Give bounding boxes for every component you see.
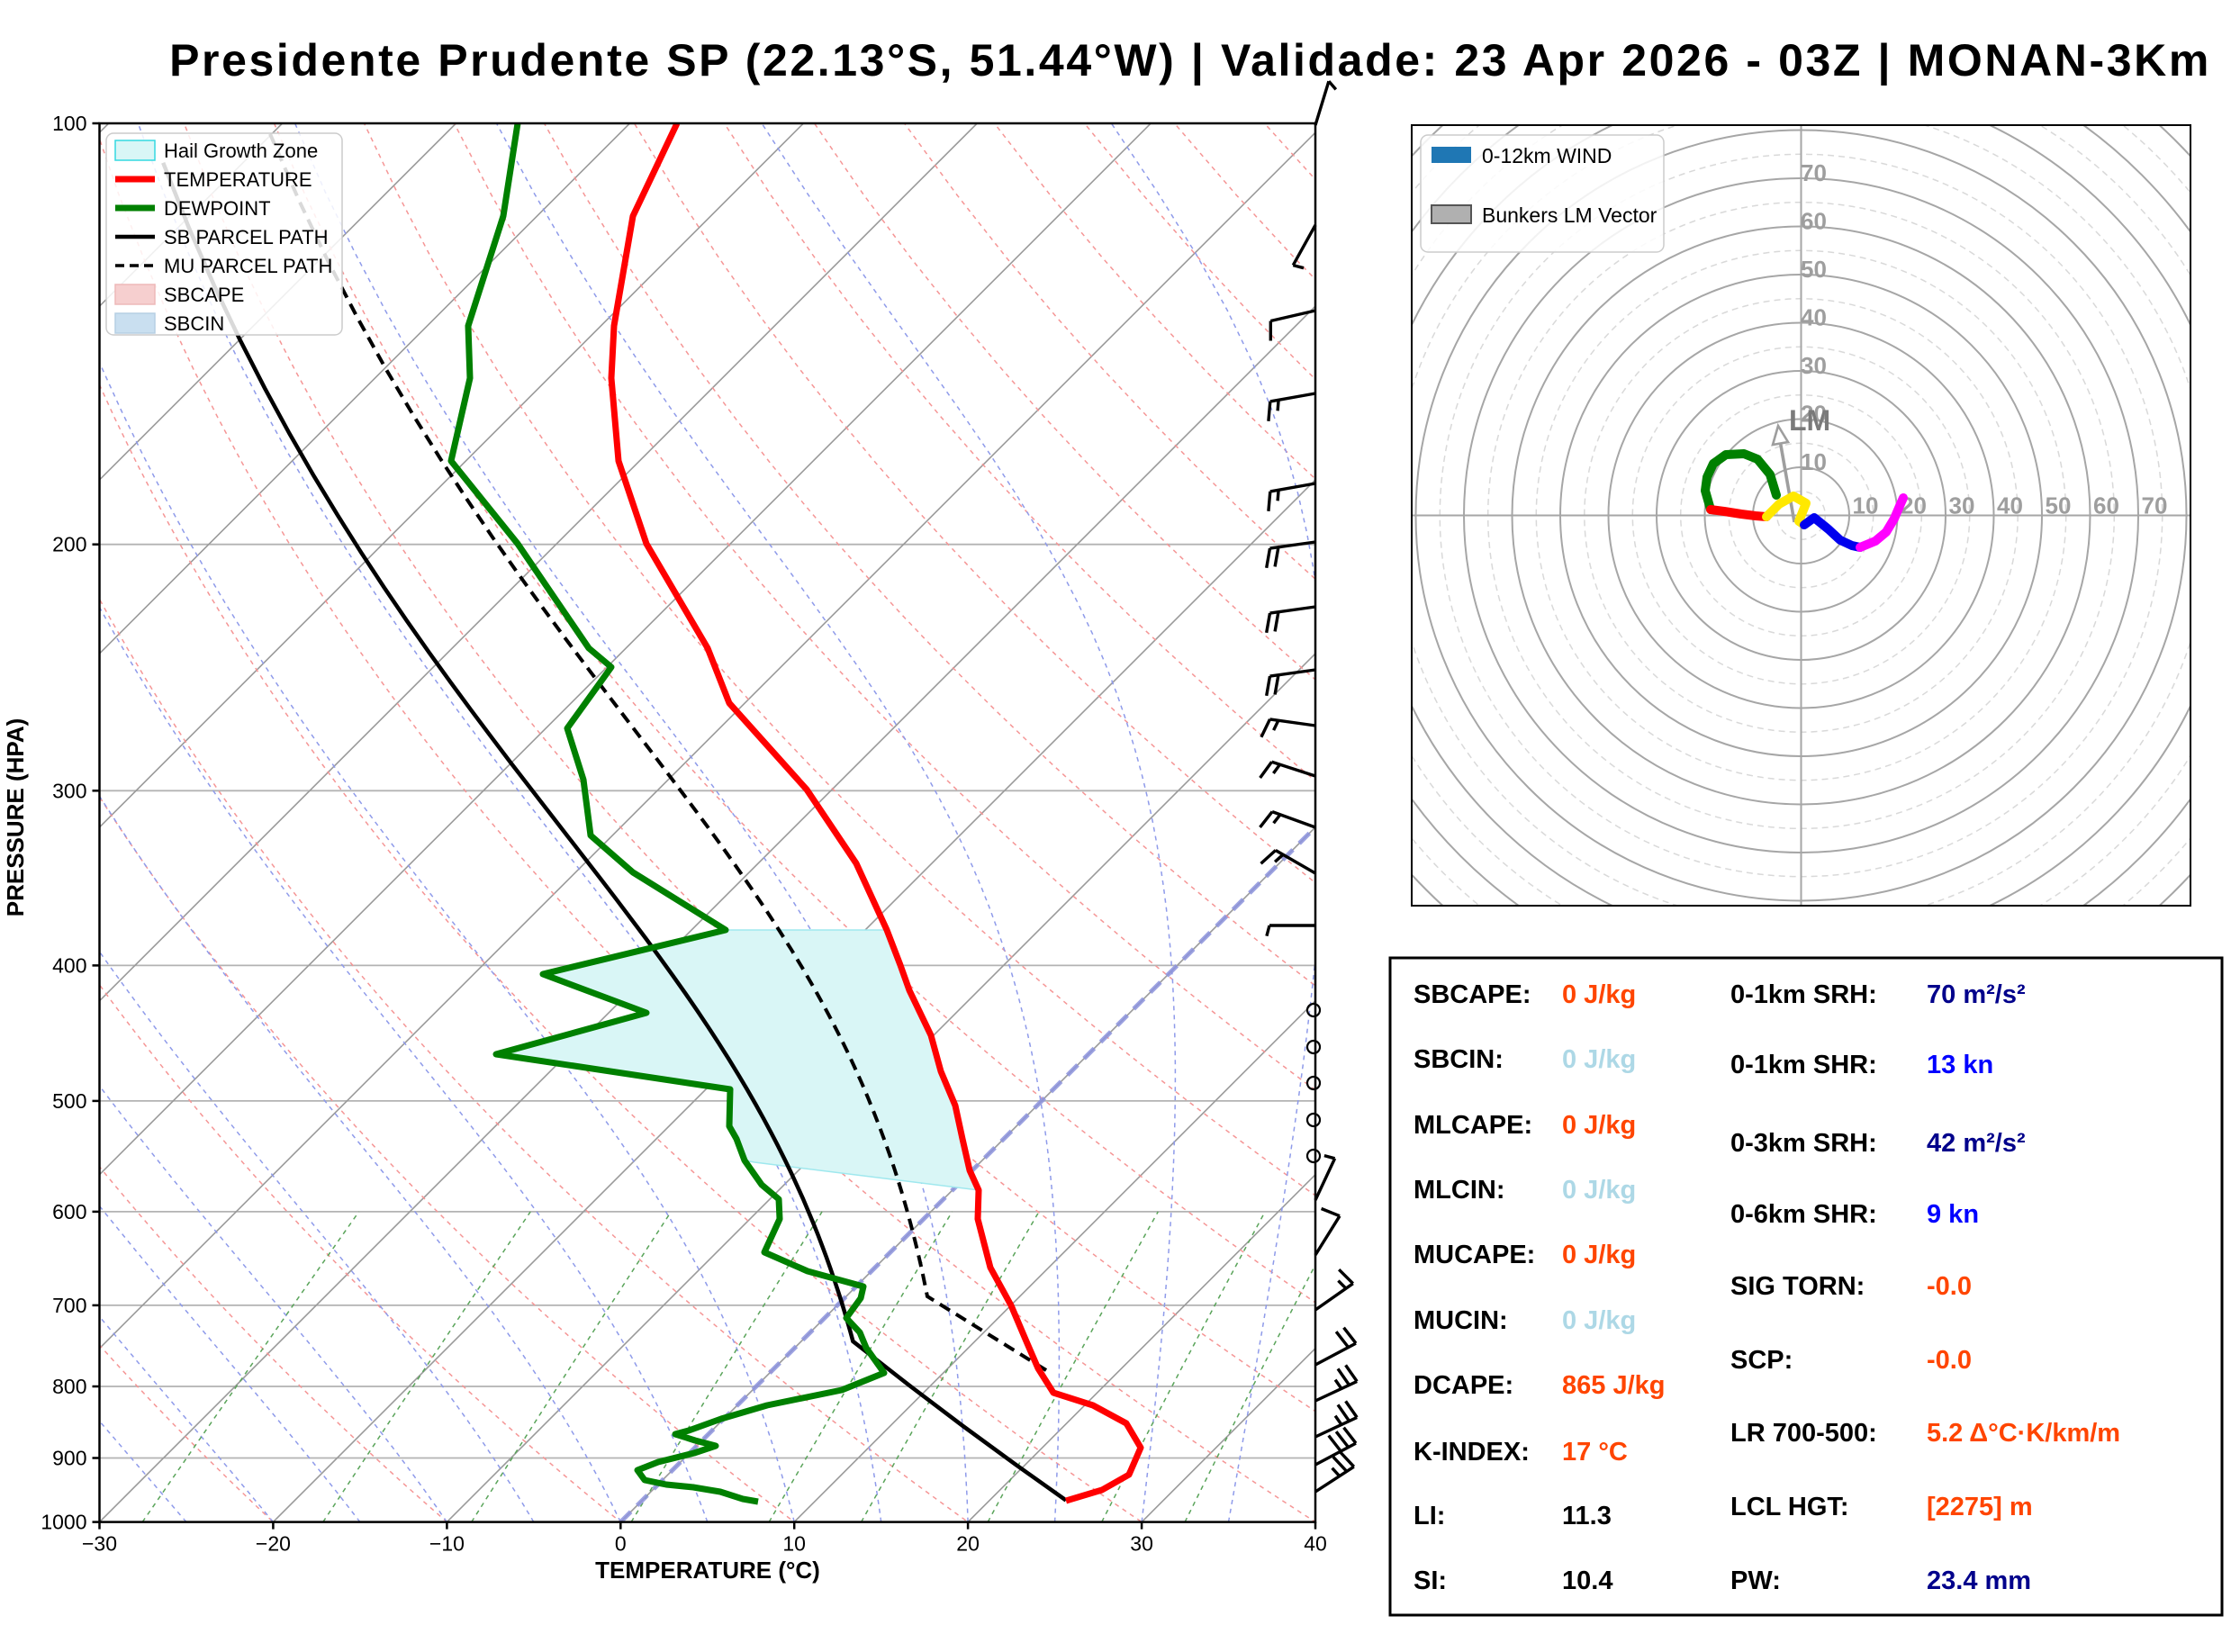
svg-text:0 J/kg: 0 J/kg <box>1562 1306 1636 1335</box>
svg-text:20: 20 <box>956 1532 980 1556</box>
svg-text:500: 500 <box>52 1089 86 1113</box>
svg-text:SCP:: SCP: <box>1730 1346 1793 1375</box>
svg-text:0-1km SRH:: 0-1km SRH: <box>1730 980 1877 1009</box>
svg-text:400: 400 <box>52 953 86 977</box>
svg-text:70: 70 <box>1801 159 1827 186</box>
svg-text:30: 30 <box>1801 352 1827 379</box>
svg-text:MUCAPE:: MUCAPE: <box>1414 1241 1535 1269</box>
svg-text:LCL HGT:: LCL HGT: <box>1730 1493 1849 1521</box>
svg-text:SI:: SI: <box>1414 1566 1447 1595</box>
svg-text:300: 300 <box>52 779 86 802</box>
svg-text:0 J/kg: 0 J/kg <box>1562 980 1636 1009</box>
svg-text:900: 900 <box>52 1447 86 1470</box>
svg-text:[2275] m: [2275] m <box>1927 1493 2033 1521</box>
svg-text:40: 40 <box>1801 304 1827 331</box>
svg-text:0-12km WIND: 0-12km WIND <box>1482 144 1612 167</box>
svg-text:SBCIN: SBCIN <box>164 312 224 335</box>
svg-text:LM: LM <box>1789 404 1830 437</box>
svg-text:TEMPERATURE: TEMPERATURE <box>164 168 312 191</box>
svg-text:LR 700-500:: LR 700-500: <box>1730 1419 1877 1448</box>
svg-text:865 J/kg: 865 J/kg <box>1562 1371 1665 1400</box>
svg-text:-0.0: -0.0 <box>1927 1272 1972 1301</box>
svg-text:5.2 Δ°C·K/km/m: 5.2 Δ°C·K/km/m <box>1927 1419 2120 1448</box>
svg-text:50: 50 <box>2046 492 2072 519</box>
svg-text:0 J/kg: 0 J/kg <box>1562 1111 1636 1140</box>
svg-text:30: 30 <box>1130 1532 1153 1556</box>
svg-text:0-1km SHR:: 0-1km SHR: <box>1730 1051 1877 1079</box>
svg-text:42 m²/s²: 42 m²/s² <box>1927 1129 2026 1158</box>
svg-text:60: 60 <box>1801 208 1827 235</box>
svg-text:10.4: 10.4 <box>1562 1566 1612 1595</box>
svg-text:13 kn: 13 kn <box>1927 1051 1993 1079</box>
svg-text:9 kn: 9 kn <box>1927 1200 1979 1229</box>
svg-text:17 °C: 17 °C <box>1562 1438 1628 1467</box>
svg-text:0 J/kg: 0 J/kg <box>1562 1045 1636 1074</box>
svg-text:SB PARCEL PATH: SB PARCEL PATH <box>164 226 329 248</box>
svg-text:MUCIN:: MUCIN: <box>1414 1306 1508 1335</box>
svg-text:23.4 mm: 23.4 mm <box>1927 1566 2031 1595</box>
svg-text:-0.0: -0.0 <box>1927 1346 1972 1375</box>
svg-text:Bunkers LM Vector: Bunkers LM Vector <box>1482 203 1657 227</box>
svg-text:60: 60 <box>2093 492 2119 519</box>
svg-text:100: 100 <box>52 112 86 135</box>
svg-text:11.3: 11.3 <box>1562 1502 1612 1530</box>
svg-text:DCAPE:: DCAPE: <box>1414 1371 1513 1400</box>
svg-text:800: 800 <box>52 1375 86 1398</box>
svg-text:SIG TORN:: SIG TORN: <box>1730 1272 1865 1301</box>
svg-text:LI:: LI: <box>1414 1502 1445 1530</box>
svg-text:700: 700 <box>52 1294 86 1317</box>
svg-text:Hail Growth Zone: Hail Growth Zone <box>164 140 318 162</box>
svg-text:600: 600 <box>52 1200 86 1223</box>
svg-text:K-INDEX:: K-INDEX: <box>1414 1438 1530 1467</box>
svg-text:40: 40 <box>1304 1532 1327 1556</box>
svg-text:TEMPERATURE (°C): TEMPERATURE (°C) <box>595 1557 820 1584</box>
svg-text:MU PARCEL PATH: MU PARCEL PATH <box>164 255 332 277</box>
svg-text:−10: −10 <box>429 1532 465 1556</box>
svg-text:10: 10 <box>1801 448 1827 475</box>
svg-text:PW:: PW: <box>1730 1566 1781 1595</box>
svg-text:SBCAPE: SBCAPE <box>164 284 244 306</box>
svg-text:Presidente Prudente SP (22.13°: Presidente Prudente SP (22.13°S, 51.44°W… <box>169 35 2211 86</box>
svg-text:30: 30 <box>1949 492 1975 519</box>
svg-text:0-3km SRH:: 0-3km SRH: <box>1730 1129 1877 1158</box>
svg-text:40: 40 <box>1997 492 2023 519</box>
svg-text:0-6km SHR:: 0-6km SHR: <box>1730 1200 1877 1229</box>
svg-text:MLCAPE:: MLCAPE: <box>1414 1111 1532 1140</box>
svg-text:−30: −30 <box>82 1532 117 1556</box>
svg-text:10: 10 <box>782 1532 806 1556</box>
svg-text:70 m²/s²: 70 m²/s² <box>1927 980 2026 1009</box>
svg-text:70: 70 <box>2142 492 2168 519</box>
svg-text:DEWPOINT: DEWPOINT <box>164 197 271 220</box>
svg-text:0 J/kg: 0 J/kg <box>1562 1176 1636 1205</box>
svg-text:1000: 1000 <box>41 1511 86 1534</box>
svg-text:0 J/kg: 0 J/kg <box>1562 1241 1636 1269</box>
svg-text:10: 10 <box>1853 492 1879 519</box>
svg-text:SBCIN:: SBCIN: <box>1414 1045 1504 1074</box>
svg-text:−20: −20 <box>256 1532 291 1556</box>
svg-text:PRESSURE (HPA): PRESSURE (HPA) <box>2 718 29 917</box>
svg-text:SBCAPE:: SBCAPE: <box>1414 980 1531 1009</box>
svg-text:200: 200 <box>52 533 86 556</box>
svg-text:50: 50 <box>1801 256 1827 283</box>
svg-text:MLCIN:: MLCIN: <box>1414 1176 1504 1205</box>
svg-text:0: 0 <box>615 1532 627 1556</box>
